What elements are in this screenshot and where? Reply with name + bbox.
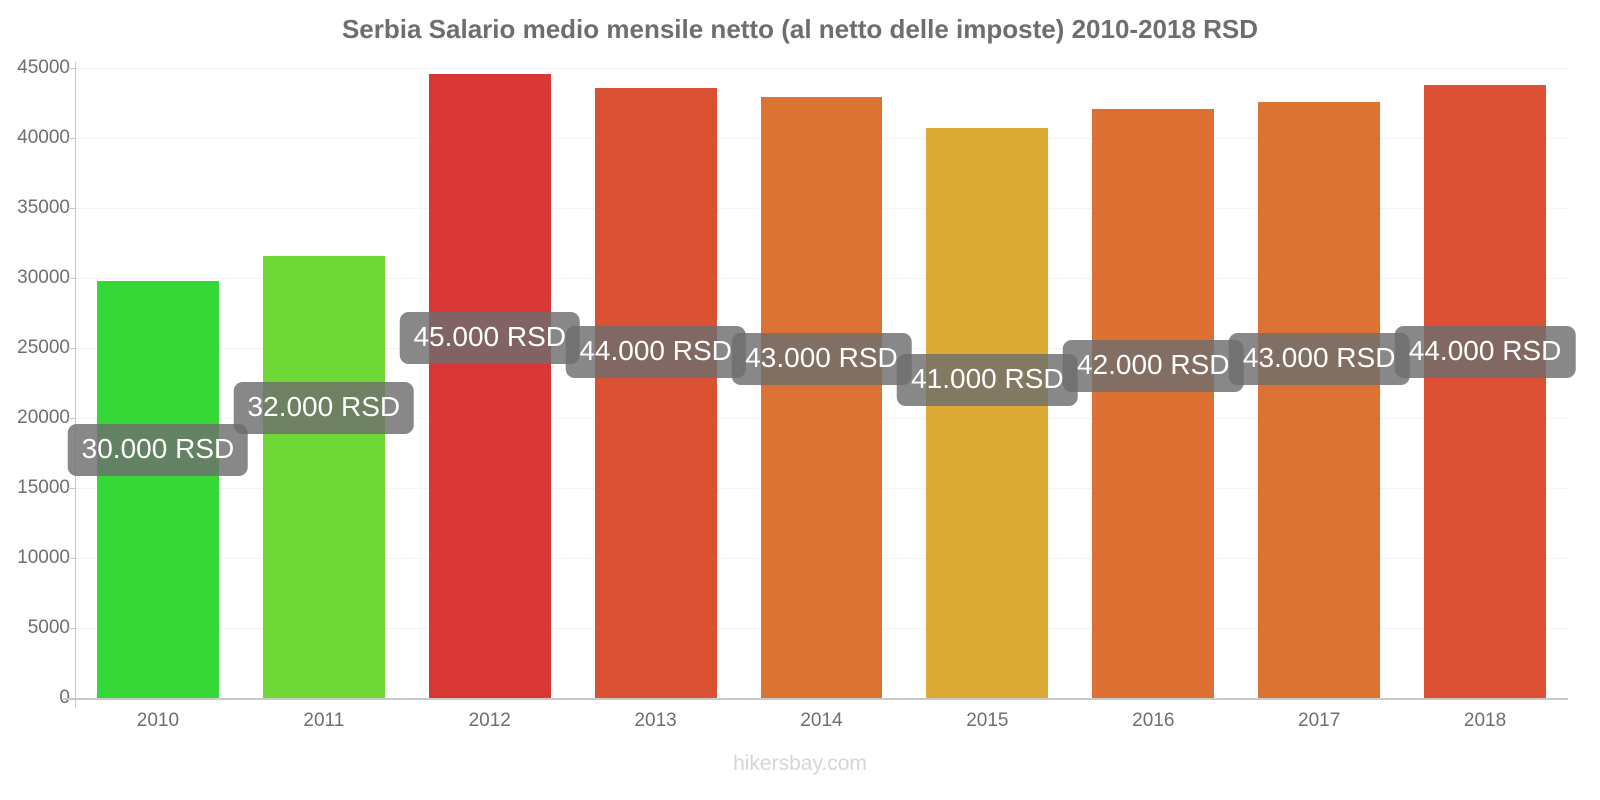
gridline <box>75 68 1568 69</box>
y-axis-tick-mark <box>68 208 76 209</box>
y-axis-tick-label: 40000 <box>17 127 70 148</box>
y-axis-tick-mark <box>68 558 76 559</box>
y-axis-tick-mark <box>68 278 76 279</box>
bar-2016[interactable] <box>1092 108 1215 698</box>
bar-2011[interactable] <box>262 255 385 698</box>
y-axis-tick-mark <box>68 628 76 629</box>
data-label-2018: 44.000 RSD <box>1394 326 1576 379</box>
x-axis-tick-label-2015: 2015 <box>966 710 1009 731</box>
y-axis-tick-label: 45000 <box>17 57 70 78</box>
x-axis-tick-label-2011: 2011 <box>303 710 345 731</box>
x-axis-tick-label-2017: 2017 <box>1298 710 1341 731</box>
plot-area <box>75 68 1568 698</box>
y-axis-tick-label: 15000 <box>17 477 70 498</box>
bar-2014[interactable] <box>760 97 883 698</box>
x-axis-tick-label-2012: 2012 <box>468 710 511 731</box>
bar-2017[interactable] <box>1258 101 1381 698</box>
data-label-2012: 45.000 RSD <box>399 312 580 365</box>
y-axis-tick-mark <box>68 348 76 349</box>
y-axis-tick-mark <box>68 68 76 69</box>
data-label-2016: 42.000 RSD <box>1062 340 1244 393</box>
bar-2015[interactable] <box>926 128 1049 698</box>
y-axis-tick-label: 35000 <box>17 197 70 218</box>
y-axis-line <box>75 62 76 708</box>
data-label-2011: 32.000 RSD <box>233 382 415 435</box>
y-axis-tick-label: 0 <box>4 687 70 709</box>
y-axis-tick-label: 5000 <box>27 617 70 638</box>
y-axis-tick-mark <box>68 418 76 419</box>
x-axis-tick-label-2016: 2016 <box>1132 710 1175 731</box>
data-label-2013: 44.000 RSD <box>565 326 746 379</box>
bar-2010[interactable] <box>96 280 219 698</box>
bar-2012[interactable] <box>428 73 551 698</box>
bar-2013[interactable] <box>594 87 717 698</box>
x-axis-tick-label-2013: 2013 <box>634 710 677 731</box>
watermark-text: hikersbay.com <box>733 752 867 775</box>
x-axis-line <box>63 698 1568 700</box>
x-axis-tick-label-2010: 2010 <box>136 710 180 731</box>
x-axis-tick-label-2014: 2014 <box>800 710 843 731</box>
y-axis: 0 5000 10000 15000 20000 25000 30000 35000 40000… <box>0 0 70 800</box>
data-label-2014: 43.000 RSD <box>731 333 912 386</box>
y-axis-tick-mark <box>68 138 76 139</box>
x-axis-tick-label-2018: 2018 <box>1463 710 1507 731</box>
y-axis-tick-label: 10000 <box>17 547 70 568</box>
data-label-2010: 30.000 RSD <box>67 424 249 477</box>
bar-2018[interactable] <box>1424 84 1546 698</box>
y-axis-tick-label: 25000 <box>17 337 70 358</box>
data-label-2015: 41.000 RSD <box>897 354 1078 407</box>
y-axis-tick-label: 30000 <box>17 267 70 288</box>
y-axis-tick-label: 20000 <box>17 407 70 428</box>
y-axis-tick-mark <box>68 698 76 699</box>
y-axis-tick-mark <box>68 488 76 489</box>
data-label-2017: 43.000 RSD <box>1228 333 1410 386</box>
chart-title: Serbia Salario medio mensile netto (al n… <box>341 14 1259 44</box>
